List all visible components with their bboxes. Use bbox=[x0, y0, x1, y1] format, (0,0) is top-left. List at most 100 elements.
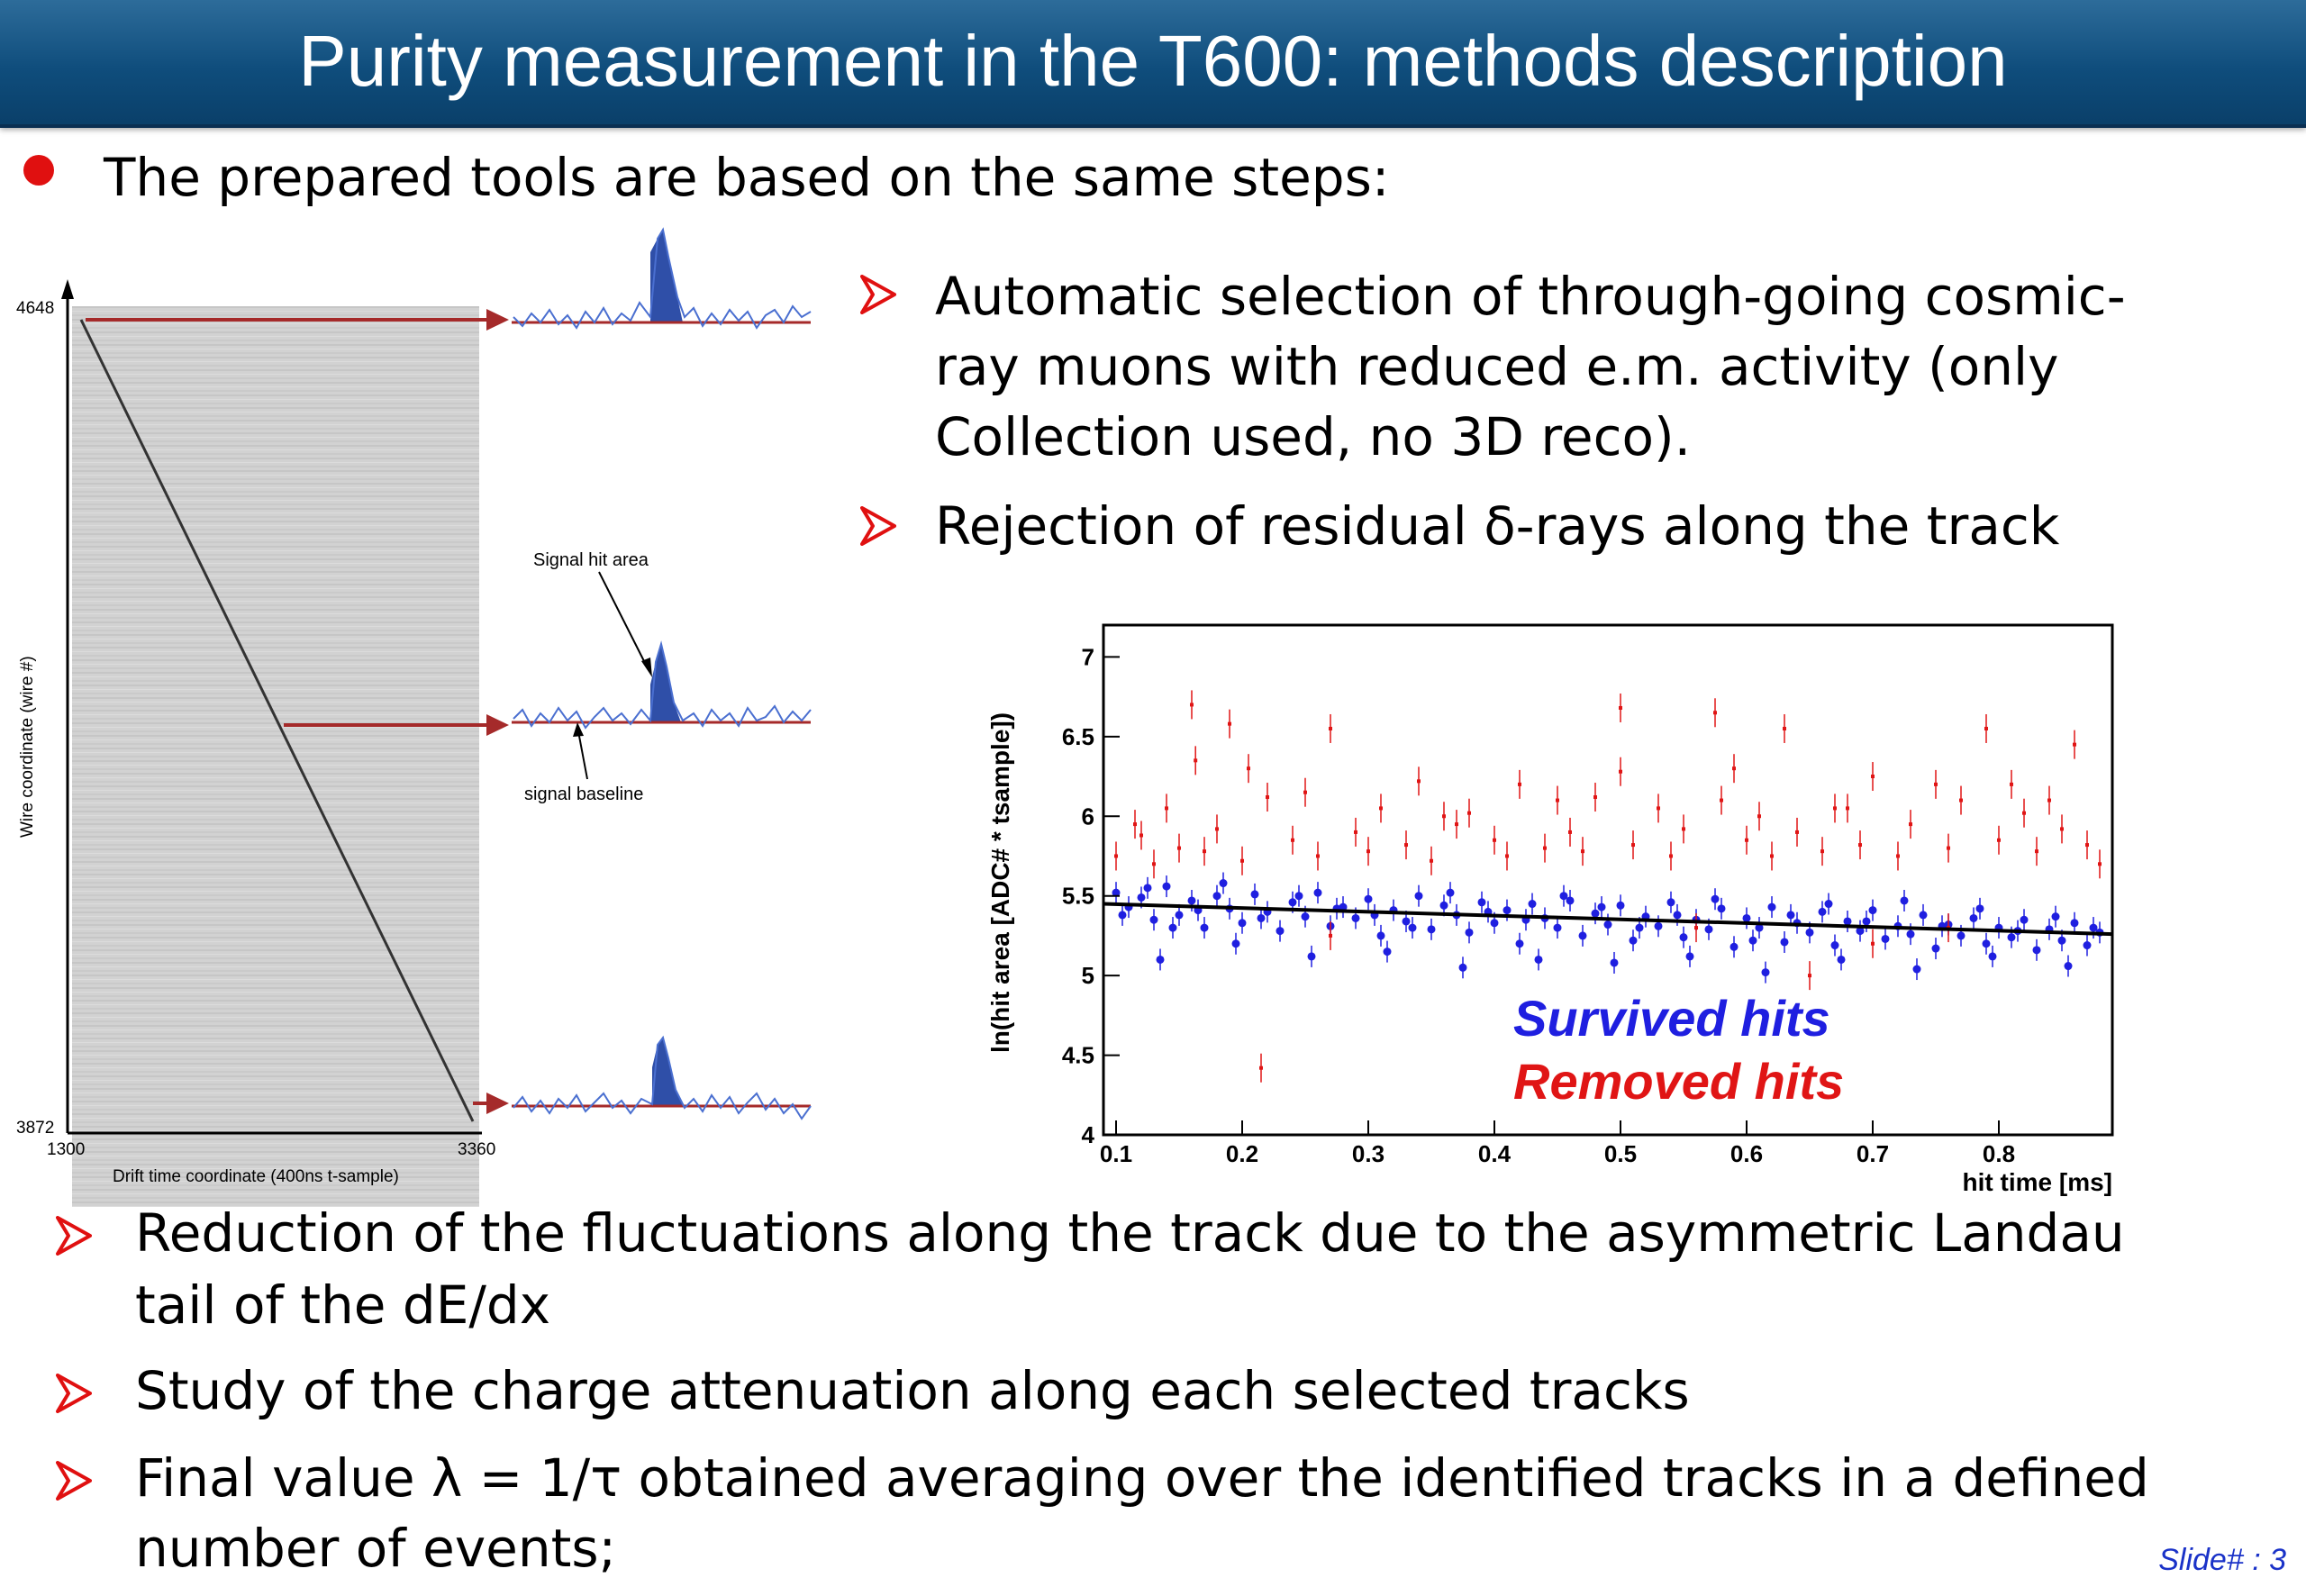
x-tick-label: 0.8 bbox=[1983, 1140, 2015, 1167]
removed-hit-point bbox=[1757, 814, 1761, 819]
survived-hit-point bbox=[1219, 879, 1228, 888]
survived-hit-point bbox=[1767, 902, 1776, 911]
survived-hit-point bbox=[1231, 939, 1240, 948]
y-tick-label: 4.5 bbox=[1062, 1042, 1094, 1069]
top-hit-arrowhead-icon bbox=[486, 309, 509, 331]
survived-hit-point bbox=[1156, 955, 1165, 964]
removed-hit-point bbox=[1114, 854, 1118, 858]
removed-hit-point bbox=[1820, 849, 1824, 854]
survived-hit-point bbox=[1843, 917, 1852, 926]
survived-hit-point bbox=[1578, 931, 1587, 940]
signal-baseline-label: signal baseline bbox=[524, 784, 643, 804]
survived-hit-point bbox=[1112, 888, 1121, 897]
survived-hit-point bbox=[1490, 919, 1499, 928]
x-tick-label: 0.5 bbox=[1604, 1140, 1637, 1167]
removed-hit-point bbox=[1858, 843, 1862, 848]
removed-hit-point bbox=[2035, 849, 2038, 854]
arrowhead-bullet-icon bbox=[860, 275, 896, 314]
removed-hit-point bbox=[1467, 811, 1471, 815]
wire-drift-image bbox=[72, 306, 479, 1207]
survived-hit-point bbox=[1906, 929, 1915, 939]
survived-hit-point bbox=[1534, 955, 1543, 964]
x-tick-label: 0.3 bbox=[1352, 1140, 1385, 1167]
step-5-line-2: number of events; bbox=[135, 1518, 617, 1579]
removed-hit-point bbox=[1247, 766, 1250, 771]
removed-hit-point bbox=[1316, 854, 1320, 858]
survived-hit-point bbox=[1818, 907, 1827, 916]
survived-hit-point bbox=[1212, 892, 1221, 901]
y-axis-label: ln(hit area [ADC# * tsample]) bbox=[986, 712, 1014, 1053]
survived-hit-point bbox=[1654, 921, 1663, 930]
fit-line bbox=[1103, 902, 2113, 937]
removed-hit-point bbox=[2022, 811, 2026, 815]
x-right-label: 3360 bbox=[458, 1140, 495, 1159]
removed-hit-point bbox=[2098, 862, 2102, 866]
removed-hit-point bbox=[1694, 926, 1698, 930]
legend-removed: Removed hits bbox=[1513, 1053, 1844, 1110]
arrowhead-bullet-icon bbox=[56, 1461, 92, 1501]
survived-hit-point bbox=[1830, 941, 1839, 950]
removed-hit-point bbox=[1593, 795, 1597, 800]
removed-hit-point bbox=[1720, 798, 1723, 803]
survived-hit-point bbox=[1288, 898, 1297, 907]
x-axis-label: hit time [ms] bbox=[1963, 1168, 2112, 1196]
step-4-line-1: Study of the charge attenuation along ea… bbox=[135, 1360, 1690, 1421]
removed-hit-point bbox=[2085, 843, 2089, 848]
survived-hit-point bbox=[1566, 896, 1575, 905]
removed-hit-point bbox=[1430, 858, 1433, 863]
baseline-pointer-line bbox=[577, 730, 588, 780]
survived-hit-point bbox=[1597, 902, 1606, 911]
removed-hit-point bbox=[1871, 941, 1875, 946]
y-tick-label: 5.5 bbox=[1062, 883, 1094, 910]
removed-hit-point bbox=[1259, 1066, 1263, 1070]
survived-hit-point bbox=[1704, 925, 1713, 934]
y-tick-label: 4 bbox=[1082, 1121, 1095, 1148]
removed-hit-point bbox=[1404, 843, 1408, 848]
survived-hit-point bbox=[1956, 931, 1966, 940]
survived-hit-point bbox=[1383, 948, 1392, 957]
survived-hit-point bbox=[1477, 898, 1486, 907]
survived-hit-point bbox=[1755, 923, 1764, 932]
survived-hit-point bbox=[1351, 913, 1360, 922]
arrowhead-bullet-icon bbox=[56, 1374, 92, 1413]
survived-hit-point bbox=[1912, 965, 1921, 974]
data-points bbox=[1112, 690, 2104, 1083]
removed-hit-point bbox=[1505, 854, 1509, 858]
survived-hit-point bbox=[2051, 912, 2060, 921]
survived-hit-point bbox=[1975, 904, 1984, 913]
removed-hit-point bbox=[1203, 849, 1206, 854]
removed-hit-point bbox=[1417, 779, 1421, 784]
fit-line-layer bbox=[1103, 902, 2113, 937]
survived-hit-point bbox=[1717, 904, 1726, 913]
removed-hit-point bbox=[2060, 827, 2064, 831]
step-3-line-1: Reduction of the fluctuations along the … bbox=[135, 1202, 2125, 1264]
survived-hit-point bbox=[1742, 913, 1751, 922]
removed-hit-point bbox=[1808, 974, 1811, 978]
survived-hit-point bbox=[1679, 933, 1688, 942]
removed-hit-point bbox=[1152, 862, 1156, 866]
survived-hit-point bbox=[2007, 933, 2016, 942]
removed-hit-point bbox=[1833, 806, 1837, 811]
survived-hit-point bbox=[1162, 882, 1171, 891]
removed-hit-point bbox=[1984, 726, 1988, 730]
survived-hit-point bbox=[1629, 936, 1638, 945]
removed-hit-point bbox=[1366, 849, 1370, 854]
bottom-hit-arrowhead-icon bbox=[486, 1093, 509, 1114]
survived-hit-point bbox=[1824, 900, 1833, 909]
removed-hit-point bbox=[1871, 775, 1875, 779]
waveform-top bbox=[512, 227, 812, 330]
survived-hit-point bbox=[1528, 900, 1537, 909]
survived-hit-point bbox=[1559, 892, 1568, 901]
arrowhead-bullet-icon bbox=[860, 506, 896, 546]
removed-hit-point bbox=[1240, 858, 1244, 863]
survived-hit-point bbox=[1515, 939, 1524, 948]
bullet-dot-icon bbox=[23, 155, 54, 186]
slide-number: Slide# : 3 bbox=[2158, 1543, 2286, 1577]
survived-hit-point bbox=[1168, 923, 1177, 932]
survived-hit-point bbox=[1988, 952, 1997, 961]
removed-hit-point bbox=[1896, 854, 1900, 858]
survived-hit-point bbox=[2020, 915, 2029, 924]
step-1-line-2: ray muons with reduced e.m. activity (on… bbox=[935, 336, 2059, 397]
removed-hit-point bbox=[1165, 806, 1168, 811]
survived-hit-point bbox=[1730, 942, 1739, 951]
